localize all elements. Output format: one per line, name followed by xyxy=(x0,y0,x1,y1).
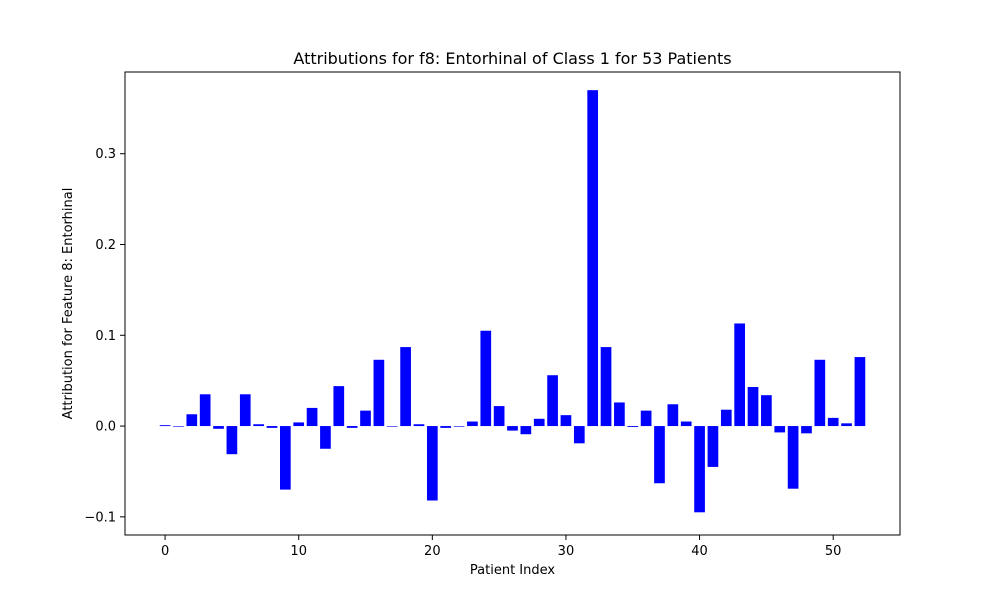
bar-patient-19 xyxy=(413,424,425,427)
y-tick-label: 0.3 xyxy=(95,147,116,162)
bar-patient-47 xyxy=(787,426,799,489)
bar-patient-39 xyxy=(680,421,692,427)
y-tick-label: −0.1 xyxy=(84,510,116,525)
x-axis-label: Patient Index xyxy=(470,563,555,578)
bar-patient-16 xyxy=(373,359,385,427)
plot-frame xyxy=(124,71,901,536)
bar-patient-12 xyxy=(320,426,331,449)
y-axis: −0.1 0.0 0.1 0.2 0.3 xyxy=(84,147,125,525)
bar-patient-29 xyxy=(547,375,558,427)
bar-patient-28 xyxy=(533,418,545,427)
bar-patient-46 xyxy=(774,426,786,433)
x-tick-label: 0 xyxy=(161,544,169,559)
bar-patient-50 xyxy=(827,417,839,427)
bar-patient-51 xyxy=(841,423,852,427)
bar-patient-24 xyxy=(480,330,492,427)
bar-patient-26 xyxy=(507,426,518,431)
bar-patient-8 xyxy=(266,426,278,428)
bar-patient-23 xyxy=(467,421,478,427)
bar-patient-7 xyxy=(253,424,264,427)
y-tick-label: 0.2 xyxy=(95,238,116,253)
bar-patient-5 xyxy=(226,426,238,455)
bar-patient-22 xyxy=(453,426,465,427)
bar-patient-6 xyxy=(239,394,251,427)
bar-patient-18 xyxy=(400,347,411,427)
bars-group xyxy=(159,90,866,513)
x-tick-label: 10 xyxy=(290,544,307,559)
bar-patient-42 xyxy=(720,409,732,427)
bar-patient-3 xyxy=(199,394,211,427)
bar-patient-13 xyxy=(333,386,345,427)
bar-patient-4 xyxy=(213,426,224,429)
bar-patient-52 xyxy=(854,357,866,427)
bar-patient-20 xyxy=(426,426,438,501)
x-tick-label: 40 xyxy=(691,544,708,559)
bar-patient-17 xyxy=(386,426,398,427)
bar-patient-14 xyxy=(346,426,358,428)
bar-patient-2 xyxy=(186,414,198,427)
bar-patient-21 xyxy=(440,426,452,428)
bar-patient-38 xyxy=(667,404,679,427)
bar-patient-34 xyxy=(614,402,625,427)
bar-patient-1 xyxy=(173,426,184,427)
bar-patient-9 xyxy=(280,426,291,490)
bar-patient-48 xyxy=(801,426,812,434)
bar-patient-45 xyxy=(761,395,772,427)
bar-patient-0 xyxy=(159,425,171,427)
chart-title: Attributions for f8: Entorhinal of Class… xyxy=(293,49,731,68)
bar-patient-41 xyxy=(707,426,719,467)
bar-patient-37 xyxy=(654,426,665,484)
bar-patient-25 xyxy=(493,406,505,427)
bar-patient-40 xyxy=(694,426,705,513)
bar-patient-31 xyxy=(573,426,585,444)
x-tick-label: 20 xyxy=(424,544,441,559)
bar-patient-27 xyxy=(520,426,532,435)
bar-patient-49 xyxy=(814,359,826,427)
bar-patient-32 xyxy=(587,90,599,427)
bar-patient-15 xyxy=(360,410,371,427)
bar-patient-30 xyxy=(560,415,572,427)
x-axis: 0 10 20 30 40 50 xyxy=(161,535,842,559)
bar-patient-33 xyxy=(600,347,612,427)
bar-patient-35 xyxy=(627,426,639,427)
bar-patient-36 xyxy=(640,410,652,427)
x-tick-label: 50 xyxy=(825,544,842,559)
y-tick-label: 0.1 xyxy=(95,329,116,344)
y-tick-label: 0.0 xyxy=(95,420,116,435)
x-tick-label: 30 xyxy=(558,544,575,559)
bar-patient-11 xyxy=(306,407,318,427)
bar-patient-10 xyxy=(293,422,305,427)
y-axis-label: Attribution for Feature 8: Entorhinal xyxy=(61,188,76,420)
bar-patient-44 xyxy=(747,387,759,427)
bar-patient-43 xyxy=(734,323,745,427)
